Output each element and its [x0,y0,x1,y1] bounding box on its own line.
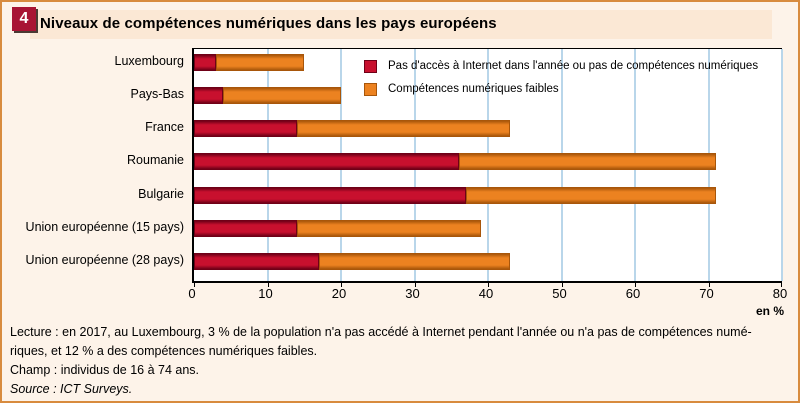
x-tick-label-80: 80 [772,286,788,301]
bar-row-5 [194,215,782,248]
axis-tickmark-50 [561,283,563,287]
legend: Pas d'accès à Internet dans l'année ou p… [364,58,758,104]
legend-swatch-1 [364,82,377,96]
legend-label-0: Pas d'accès à Internet dans l'année ou p… [388,60,759,72]
x-tick-label-40: 40 [478,286,494,301]
x-tick-label-20: 20 [331,286,347,301]
axis-tickmark-10 [267,283,269,287]
category-label-2: France [145,120,184,135]
category-label-3: Roumanie [127,153,184,168]
legend-item-0: Pas d'accès à Internet dans l'année ou p… [364,58,758,74]
bar-row-0 [194,49,782,82]
bar-segment-s1-5 [296,219,481,237]
axis-tickmark-80 [781,283,782,287]
bar-row-2 [194,115,782,148]
bar-row-3 [194,148,782,181]
bar-segment-s0-5 [194,219,297,237]
footer-lecture-line1: Lecture : en 2017, au Luxembourg, 3 % de… [10,325,752,339]
axis-tickmark-60 [635,283,636,287]
bar-segment-s1-4 [465,186,716,204]
x-tick-label-0: 0 [188,286,196,301]
plot-area [192,48,783,287]
axis-unit-label: en % [755,304,784,318]
x-tick-label-70: 70 [699,286,714,301]
bar-segment-s0-6 [194,252,319,270]
bar-segment-s1-0 [216,54,305,71]
figure-number-badge: 4 [12,7,36,31]
axis-tickmark-30 [414,283,416,287]
title-band: Niveaux de compétences numériques dans l… [30,10,772,39]
bar-segment-s1-6 [318,252,511,270]
category-label-1: Pays-Bas [130,87,185,102]
category-label-5: Union européenne (15 pays) [25,219,184,234]
bar-segment-s1-1 [223,87,341,105]
footer-champ: Champ : individus de 16 à 74 ans. [10,363,200,377]
footer-lecture-line2: riques, et 12 % a des compétences numéri… [10,344,318,358]
legend-label-1: Compétences numériques faibles [388,83,559,95]
bar-row-6 [194,248,782,281]
gridline-80 [781,49,783,281]
axis-tickmark-20 [341,283,342,287]
figure-title: Niveaux de compétences numériques dans l… [40,15,497,32]
footer-source: Source : ICT Surveys. [10,382,133,396]
bar-segment-s1-3 [458,153,716,171]
legend-swatch-0 [364,59,377,73]
category-label-4: Bulgarie [138,186,184,201]
bar-row-4 [194,182,782,215]
bar-segment-s0-1 [194,87,224,105]
bar-segment-s1-2 [296,120,511,138]
x-tick-label-10: 10 [258,286,273,301]
legend-item-1: Compétences numériques faibles [364,81,758,97]
x-tick-label-60: 60 [625,286,641,301]
x-tick-label-30: 30 [405,286,420,301]
category-label-6: Union européenne (28 pays) [25,252,184,267]
bar-segment-s0-0 [194,54,217,71]
axis-tickmark-40 [488,283,489,287]
axis-tickmark-70 [708,283,710,287]
bar-segment-s0-2 [194,120,297,138]
bar-segment-s0-3 [194,153,459,171]
footer-notes: Lecture : en 2017, au Luxembourg, 3 % de… [10,323,798,399]
bar-segment-s0-4 [194,186,466,204]
axis-tickmark-0 [194,283,195,287]
category-label-0: Luxembourg [114,54,185,68]
x-tick-label-50: 50 [552,286,567,301]
bar-row-1 [194,82,782,115]
